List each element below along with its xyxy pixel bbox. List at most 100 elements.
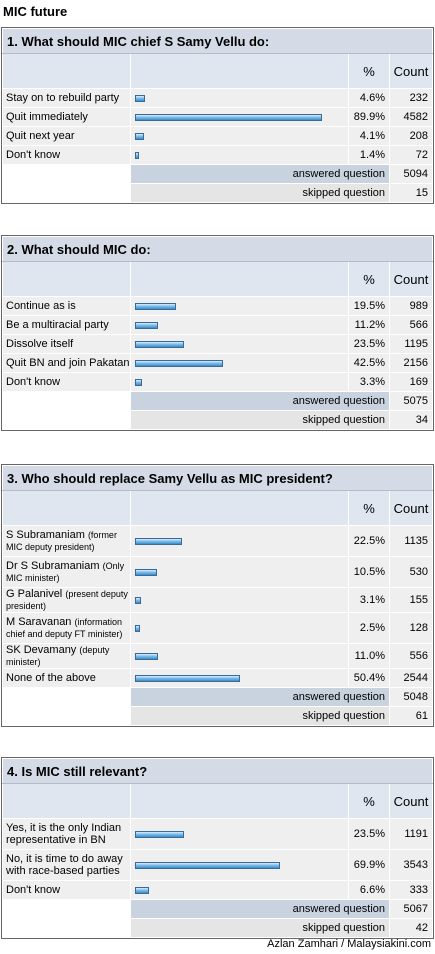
answer-row: Quit BN and join Pakatan 42.5% 2156 (2, 353, 433, 373)
answer-percent: 11.2% (348, 315, 390, 335)
question-title: 4. Is MIC still relevant? (2, 758, 433, 784)
answer-label: Quit immediately (6, 111, 88, 123)
header-count: Count (389, 490, 433, 526)
skipped-question-value: 42 (389, 918, 433, 938)
answer-count: 1135 (389, 525, 433, 557)
answered-question-label: answered question (130, 899, 390, 919)
answer-bar (135, 652, 158, 660)
answer-row: S Subramaniam (former MIC deputy preside… (2, 525, 433, 557)
answer-count: 530 (389, 556, 433, 588)
answer-label: M Saravanan (6, 616, 72, 628)
answer-bar (135, 886, 149, 894)
header-count: Count (389, 783, 433, 819)
header-blank (2, 783, 131, 819)
answer-row: M Saravanan (information chief and deput… (2, 612, 433, 644)
answer-bar-cell (130, 612, 349, 644)
answer-bar-cell (130, 643, 349, 669)
answer-label-cell: Don't know (2, 372, 131, 392)
skipped-question-value: 34 (389, 410, 433, 430)
question-block: 2. What should MIC do:% Count Continue as … (1, 235, 434, 431)
answer-percent: 11.0% (348, 643, 390, 669)
answer-percent: 4.6% (348, 88, 390, 108)
answer-count: 2544 (389, 668, 433, 688)
answer-label: Don't know (6, 884, 61, 896)
answer-bar-cell (130, 525, 349, 557)
answer-bar-cell (130, 107, 349, 127)
answer-row: Don't know 3.3% 169 (2, 372, 433, 392)
summary-blank (2, 183, 131, 203)
answered-question-value: 5067 (389, 899, 433, 919)
answer-percent: 3.1% (348, 587, 390, 613)
summary-blank (2, 410, 131, 430)
answered-question-row: answered question 5048 (2, 687, 433, 707)
answer-bar-cell (130, 587, 349, 613)
answer-label: No, it is time to do away with race-base… (6, 853, 123, 877)
answered-question-value: 5094 (389, 164, 433, 184)
answer-row: Quit next year 4.1% 208 (2, 126, 433, 146)
answer-percent: 22.5% (348, 525, 390, 557)
answer-note: (former MIC deputy president) (6, 530, 117, 552)
answer-count: 989 (389, 296, 433, 316)
summary-blank (2, 706, 131, 726)
header-percent: % (348, 261, 390, 297)
answered-question-value: 5048 (389, 687, 433, 707)
skipped-question-label: skipped question (130, 183, 390, 203)
answer-bar-cell (130, 88, 349, 108)
answer-label-cell: Don't know (2, 145, 131, 165)
answer-percent: 6.6% (348, 880, 390, 900)
answer-row: Don't know 6.6% 333 (2, 880, 433, 900)
answer-bar-cell (130, 145, 349, 165)
answer-label-cell: Continue as is (2, 296, 131, 316)
answer-label: Yes, it is the only Indian representativ… (6, 822, 122, 846)
answer-row: No, it is time to do away with race-base… (2, 849, 433, 881)
answer-label-cell: Yes, it is the only Indian representativ… (2, 818, 131, 850)
answer-percent: 1.4% (348, 145, 390, 165)
answer-label-cell: Don't know (2, 880, 131, 900)
header-percent: % (348, 53, 390, 89)
answer-count: 1191 (389, 818, 433, 850)
answer-bar (135, 830, 184, 838)
answer-row: Dissolve itself 23.5% 1195 (2, 334, 433, 354)
question-block: 3. Who should replace Samy Vellu as MIC … (1, 464, 434, 727)
skipped-question-value: 61 (389, 706, 433, 726)
answer-count: 2156 (389, 353, 433, 373)
answer-row: Dr S Subramaniam (Only MIC minister) 10.5… (2, 556, 433, 588)
answer-row: SK Devamany (deputy minister) 11.0% 556 (2, 643, 433, 669)
answer-bar-cell (130, 880, 349, 900)
header-blank (2, 261, 131, 297)
answer-label-cell: Quit immediately (2, 107, 131, 127)
answer-label-cell: S Subramaniam (former MIC deputy preside… (2, 525, 131, 557)
answer-percent: 50.4% (348, 668, 390, 688)
header-blank (2, 53, 131, 89)
summary-blank (2, 164, 131, 184)
answer-bar (135, 132, 144, 140)
answer-percent: 42.5% (348, 353, 390, 373)
summary-blank (2, 687, 131, 707)
answer-bar (135, 359, 223, 367)
answer-count: 72 (389, 145, 433, 165)
answer-percent: 2.5% (348, 612, 390, 644)
answer-label-cell: Dissolve itself (2, 334, 131, 354)
answer-label: Stay on to rebuild party (6, 92, 120, 104)
answer-label: Continue as is (6, 300, 76, 312)
skipped-question-row: skipped question 15 (2, 183, 433, 203)
skipped-question-label: skipped question (130, 706, 390, 726)
answer-bar (135, 596, 141, 604)
answer-label: Dissolve itself (6, 338, 74, 350)
answer-percent: 23.5% (348, 818, 390, 850)
header-blank (2, 490, 131, 526)
answer-bar (135, 861, 280, 869)
answer-bar (135, 302, 176, 310)
header-count: Count (389, 261, 433, 297)
header-percent: % (348, 490, 390, 526)
answer-percent: 69.9% (348, 849, 390, 881)
answer-bar-cell (130, 296, 349, 316)
answer-row: Continue as is 19.5% 989 (2, 296, 433, 316)
answer-bar (135, 94, 145, 102)
answer-bar-cell (130, 126, 349, 146)
question-title: 3. Who should replace Samy Vellu as MIC … (2, 465, 433, 491)
answer-count: 208 (389, 126, 433, 146)
answer-note: (present deputy president) (6, 589, 128, 611)
answer-bar-cell (130, 818, 349, 850)
header-blank (130, 783, 349, 819)
